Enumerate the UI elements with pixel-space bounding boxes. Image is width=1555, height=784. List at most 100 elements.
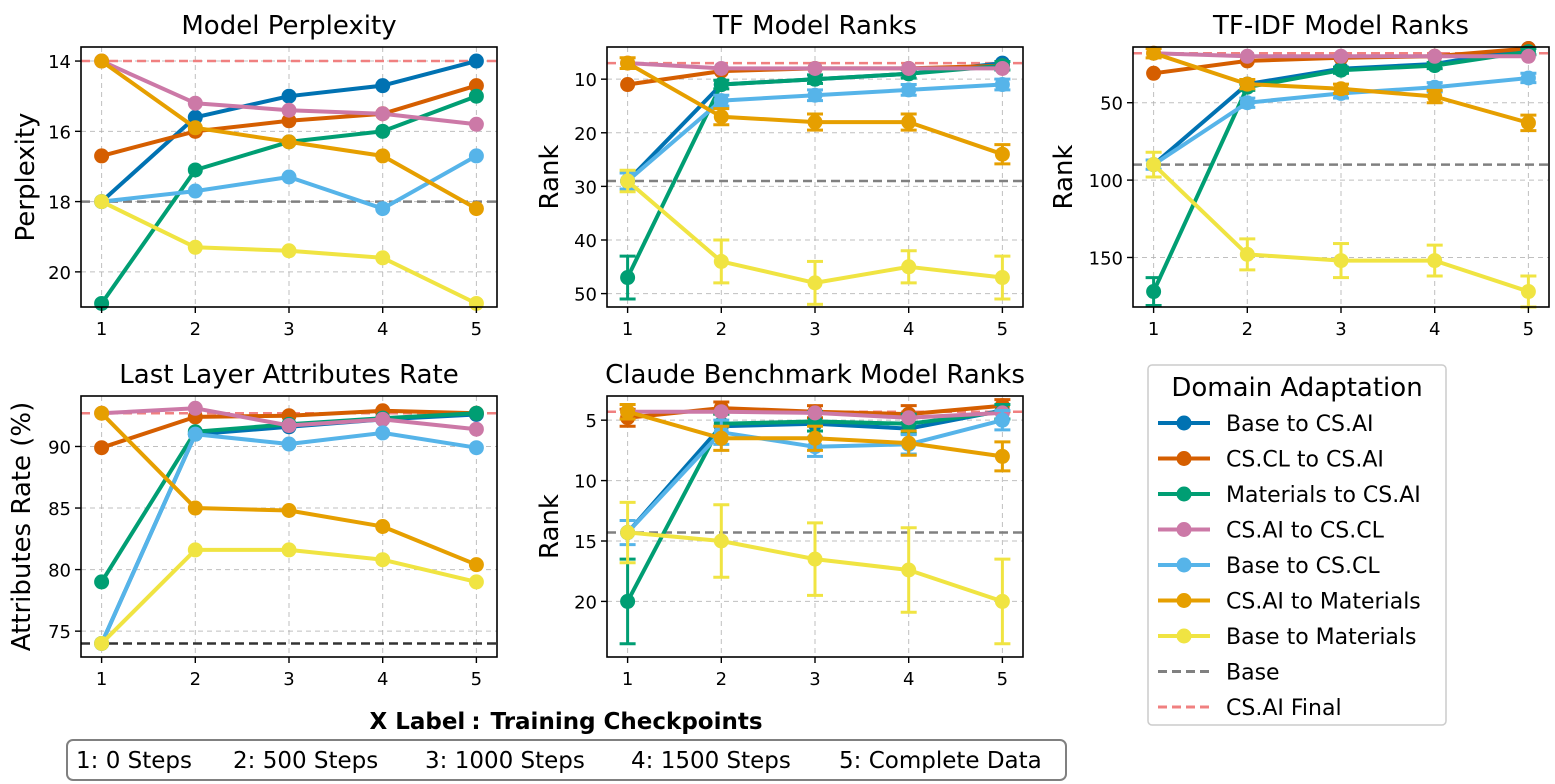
data-point	[1239, 76, 1255, 92]
data-point	[994, 448, 1010, 464]
x-tick-label: 3	[809, 669, 820, 690]
data-point	[901, 410, 917, 426]
data-point	[187, 239, 203, 255]
data-point	[1520, 284, 1536, 300]
x-tick-label: 4	[1429, 319, 1440, 340]
data-point	[620, 270, 636, 286]
x-tick-label: 2	[716, 319, 727, 340]
chart-title: TF-IDF Model Ranks	[1212, 11, 1469, 41]
series-base-to-materials	[619, 168, 1011, 306]
data-point	[807, 275, 823, 291]
data-point	[901, 562, 917, 578]
data-point	[1146, 284, 1162, 300]
data-point	[375, 425, 391, 441]
data-point	[620, 173, 636, 189]
legend-title: Domain Adaptation	[1171, 373, 1422, 403]
chart-panel-3: 1 2 3 4 5 50 100 150 TF-IDF Model Ranks Rank	[1049, 11, 1550, 340]
data-point	[94, 53, 110, 69]
x-tick-label: 1	[96, 669, 107, 690]
legend-swatch-marker	[1176, 451, 1192, 466]
data-point	[468, 78, 484, 94]
checkpoint-key-4: 4: 1500 Steps	[631, 748, 791, 774]
y-axis-label: Rank	[535, 494, 565, 559]
data-point	[375, 106, 391, 122]
y-tick-label: 20	[48, 263, 71, 284]
legend-swatch-marker	[1176, 557, 1192, 573]
x-label-caption: X Label: Training Checkpoints	[369, 709, 762, 735]
y-axis-label: Rank	[1049, 145, 1079, 210]
data-point	[375, 123, 391, 139]
y-axis-label: Rank	[535, 145, 565, 210]
legend-swatch-marker	[1176, 415, 1192, 431]
data-point	[281, 418, 297, 434]
y-axis-label: Perplexity	[11, 113, 41, 242]
data-point	[94, 574, 110, 590]
x-tick-label: 4	[377, 319, 388, 340]
legend-label: Materials to CS.AI	[1226, 483, 1421, 508]
data-point	[468, 557, 484, 573]
legend-label: CS.CL to CS.AI	[1226, 448, 1384, 473]
data-point	[281, 113, 297, 129]
data-point	[94, 405, 110, 421]
data-point	[281, 542, 297, 558]
data-point	[713, 430, 729, 446]
legend-label: Base to CS.CL	[1226, 554, 1380, 579]
data-point	[901, 435, 917, 451]
x-label-caption-text: Training Checkpoints	[491, 709, 763, 735]
data-point	[1146, 157, 1162, 173]
y-tick-label: 30	[574, 177, 597, 198]
x-tick-label: 5	[471, 319, 482, 340]
data-point	[375, 411, 391, 427]
legend-entries: Base to CS.AI CS.CL to CS.AI Materials to …	[1158, 412, 1421, 721]
x-tick-label: 5	[997, 669, 1008, 690]
data-point	[713, 77, 729, 93]
y-tick-label: 5	[586, 411, 597, 432]
data-point	[375, 78, 391, 94]
chart-title: TF Model Ranks	[712, 11, 917, 41]
data-point	[620, 55, 636, 71]
y-tick-label: 50	[1100, 94, 1123, 115]
legend-label: Base	[1226, 661, 1280, 686]
y-tick-label: 100	[1089, 171, 1123, 192]
data-point	[187, 109, 203, 125]
data-point	[187, 500, 203, 516]
legend-label: CS.AI to Materials	[1226, 590, 1421, 615]
y-tick-label: 10	[574, 472, 597, 493]
data-point	[281, 88, 297, 104]
x-tick-label: 1	[622, 319, 633, 340]
data-point	[994, 270, 1010, 286]
chart-panel-4: 1 2 3 4 5 75 80 85 90 Last Layer Attributes Rate A…	[7, 360, 498, 690]
x-label-separator: :	[471, 709, 480, 735]
data-point	[901, 259, 917, 275]
data-point	[713, 93, 729, 109]
x-tick-label: 2	[716, 669, 727, 690]
data-point	[807, 87, 823, 103]
data-point	[94, 194, 110, 210]
data-point	[620, 525, 636, 541]
x-tick-label: 2	[190, 669, 201, 690]
legend: Domain Adaptation Base to CS.AI CS.CL to …	[1147, 364, 1447, 726]
data-point	[468, 574, 484, 590]
x-tick-label: 3	[809, 319, 820, 340]
data-point	[375, 250, 391, 266]
series-base-to-materials	[94, 542, 484, 651]
data-point	[807, 114, 823, 130]
data-point	[468, 53, 484, 69]
data-point	[901, 60, 917, 76]
data-point	[807, 551, 823, 567]
legend-entry-base-to-cs-cl: Base to CS.CL	[1158, 554, 1380, 579]
chart-panel-1: 1 2 3 4 5 14 16 18 20 Model Perplexity Perplexity	[11, 11, 498, 340]
data-point	[1146, 65, 1162, 81]
y-tick-label: 75	[48, 622, 71, 643]
y-tick-label: 20	[574, 124, 597, 145]
data-point	[187, 400, 203, 416]
checkpoint-key: 1: 0 Steps 2: 500 Steps 3: 1000 Steps 4:…	[66, 739, 1067, 781]
y-tick-label: 150	[1089, 248, 1123, 269]
data-point	[1520, 48, 1536, 64]
data-point	[281, 243, 297, 259]
series-line	[99, 430, 477, 645]
series-base-to-cs-ai	[94, 53, 484, 210]
legend-swatch-marker	[1176, 593, 1192, 608]
data-point	[1520, 115, 1536, 131]
